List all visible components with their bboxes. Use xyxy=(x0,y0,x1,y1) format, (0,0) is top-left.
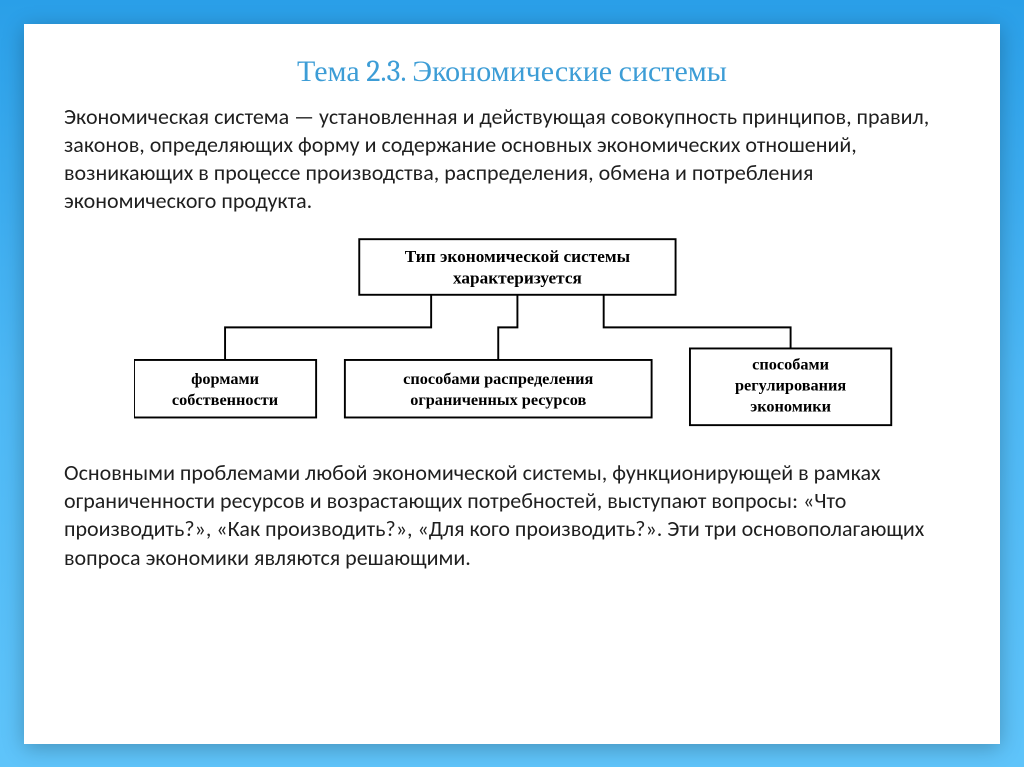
child3-line1: способами xyxy=(752,355,829,374)
child1-line1: формами xyxy=(191,369,259,388)
q3: «Для кого производить?» xyxy=(417,515,656,542)
root-line1: Тип экономической системы xyxy=(405,247,631,266)
q2: «Как производить?» xyxy=(216,515,407,542)
edge-right xyxy=(604,295,791,349)
slide: Тема 2.3. Экономические системы Экономич… xyxy=(24,24,1000,744)
child2-line2: ограниченных ресурсов xyxy=(410,390,586,409)
slide-title: Тема 2.3. Экономические системы xyxy=(64,54,960,89)
child-node-3: способами регулирования экономики xyxy=(690,349,891,426)
sep1: , xyxy=(206,515,216,542)
child3-line3: экономики xyxy=(750,397,831,416)
problems-text: Основными проблемами любой экономической… xyxy=(64,459,960,572)
problems-prefix: Основными проблемами любой экономической… xyxy=(64,459,881,514)
diagram-area: Тип экономической системы характеризуетс… xyxy=(64,223,960,449)
edge-middle xyxy=(498,295,517,360)
sep2: , xyxy=(407,515,417,542)
edge-left xyxy=(225,295,431,360)
definition-text: Экономическая система — установленная и … xyxy=(64,103,960,216)
root-node: Тип экономической системы характеризуетс… xyxy=(359,239,675,295)
child1-line2: собственности xyxy=(172,390,278,409)
root-line2: характеризуется xyxy=(453,268,582,287)
child-node-1: формами собственности xyxy=(134,360,316,418)
child2-line1: способами распределения xyxy=(403,369,593,388)
tree-diagram: Тип экономической системы характеризуетс… xyxy=(134,231,920,441)
child-node-2: способами распределения ограниченных рес… xyxy=(345,360,652,418)
child3-line2: регулирования xyxy=(735,376,846,395)
